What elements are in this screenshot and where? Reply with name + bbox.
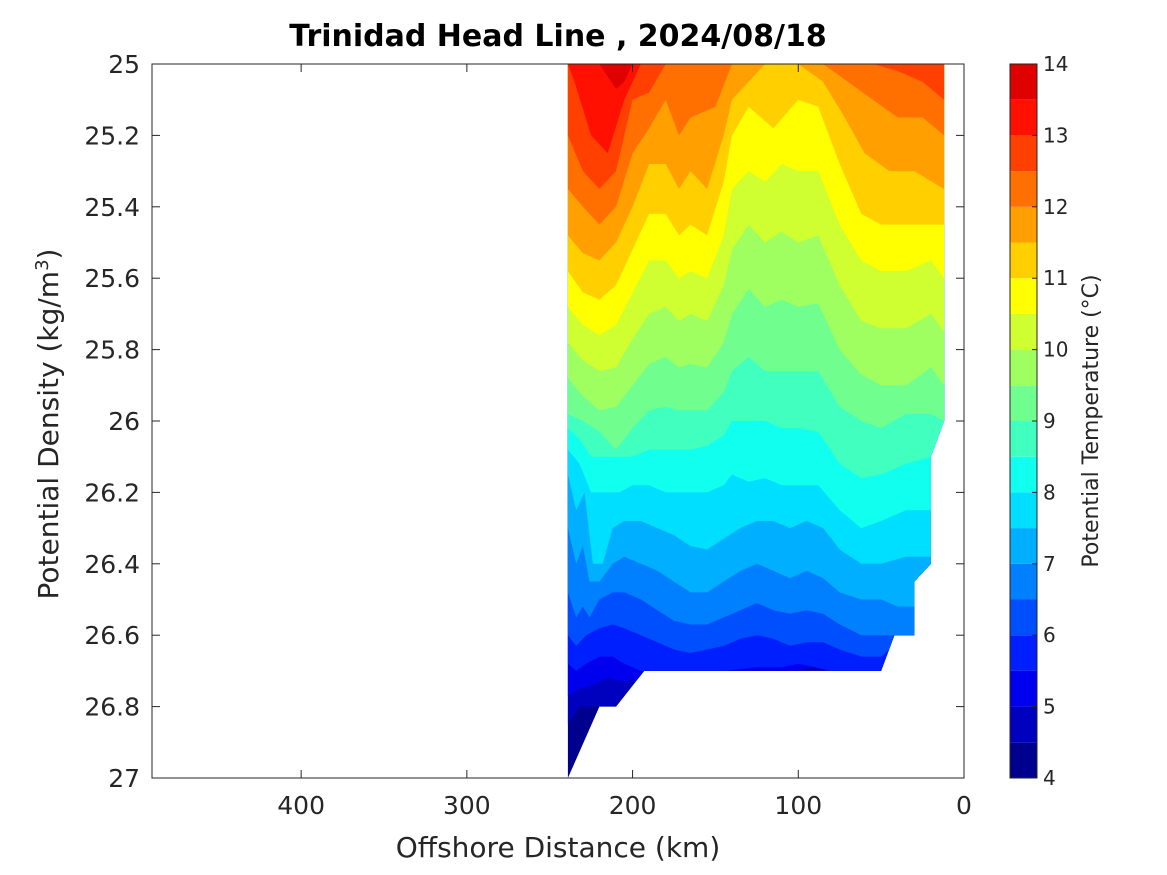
contour-band-11.5: [567, 64, 945, 261]
y-tick-label: 26: [108, 407, 140, 436]
colorbar-tick-label: 9: [1043, 409, 1056, 433]
colorbar-swatch: [1010, 313, 1037, 350]
colorbar-tick-label: 10: [1043, 338, 1068, 362]
x-tick-label: 0: [956, 791, 972, 820]
colorbar-tick-label: 7: [1043, 552, 1056, 576]
colorbar-tick-label: 14: [1043, 52, 1068, 76]
y-tick-label: 27: [108, 764, 140, 793]
y-tick-label: 25.4: [84, 193, 140, 222]
colorbar-swatch: [1010, 635, 1037, 671]
y-axis: 25 25.2 25.4 25.6 25.8 26 26.2 26.4 26.6 26.8 27: [84, 50, 964, 793]
colorbar-tick-label: 11: [1043, 266, 1068, 290]
y-tick-label: 25.2: [84, 121, 140, 150]
y-tick-label: 26.8: [84, 693, 140, 722]
colorbar-swatch: [1010, 385, 1037, 421]
contour-band-13: [567, 64, 945, 154]
colorbar-swatch: [1010, 278, 1037, 314]
colorbar: 4 5 6 7 8 9 10 11 12 13 14: [1009, 52, 1068, 790]
y-tick-label: 25: [108, 50, 140, 79]
y-tick-label: 26.6: [84, 621, 140, 650]
colorbar-swatch: [1010, 242, 1037, 279]
colorbar-swatch: [1010, 421, 1037, 457]
colorbar-swatch: [1010, 563, 1037, 600]
colorbar-tick-label: 8: [1043, 480, 1056, 504]
colorbar-swatch: [1010, 599, 1037, 636]
x-tick-label: 400: [277, 791, 325, 820]
y-axis-label-main: Potential Density (kg/m: [32, 271, 65, 600]
colorbar-swatch: [1010, 492, 1037, 529]
colorbar-swatch: [1010, 742, 1037, 778]
colorbar-tick-label: 13: [1043, 123, 1068, 147]
colorbar-swatch: [1010, 349, 1037, 386]
y-tick-label: 25.8: [84, 336, 140, 365]
colorbar-swatch: [1010, 670, 1037, 707]
colorbar-tick-label: 4: [1043, 766, 1056, 790]
y-tick-label: 26.2: [84, 478, 140, 507]
colorbar-tick-label: 5: [1043, 695, 1056, 719]
chart-title: Trinidad Head Line , 2024/08/18: [289, 19, 826, 54]
y-tick-label: 25.6: [84, 264, 140, 293]
x-axis-label: Offshore Distance (km): [396, 831, 721, 864]
x-tick-label: 100: [774, 791, 822, 820]
colorbar-swatch: [1010, 64, 1037, 100]
colorbar-tick-label: 12: [1043, 195, 1068, 219]
y-axis-label: Potential Density (kg/m3): [32, 249, 66, 600]
colorbar-swatch: [1010, 206, 1037, 243]
x-tick-label: 200: [609, 791, 657, 820]
x-tick-label: 300: [443, 791, 491, 820]
contour-band-12: [567, 64, 945, 225]
colorbar-swatch: [1010, 99, 1037, 136]
colorbar-swatch: [1010, 706, 1037, 743]
colorbar-swatch: [1010, 456, 1037, 493]
y-tick-label: 26.4: [84, 550, 140, 579]
colorbar-tick-label: 6: [1043, 623, 1056, 647]
colorbar-label: Potential Temperature (°C): [1079, 274, 1104, 567]
colorbar-swatch: [1010, 528, 1037, 564]
x-axis: 400 300 200 100 0: [277, 64, 972, 820]
contour-fills: [567, 64, 945, 778]
y-axis-label-superscript: 3: [32, 259, 53, 270]
colorbar-swatch: [1010, 171, 1037, 207]
y-axis-label-close: ): [32, 249, 65, 260]
colorbar-swatch: [1010, 135, 1037, 172]
